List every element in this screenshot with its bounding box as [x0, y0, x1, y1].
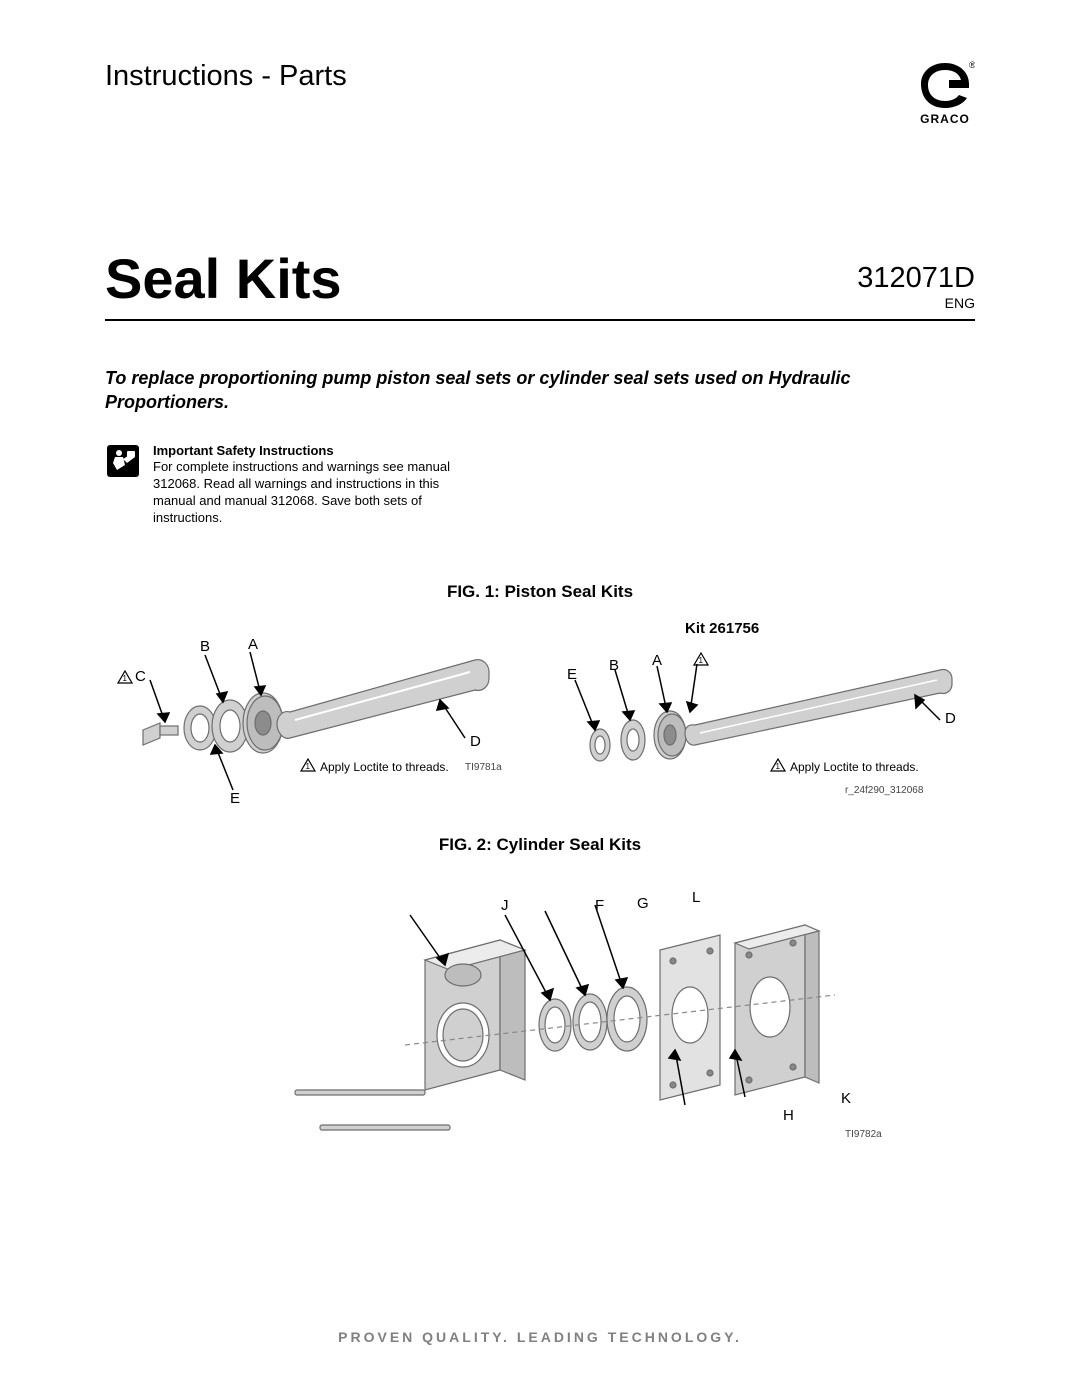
- page-title: Seal Kits: [105, 246, 342, 311]
- fig1r-tag: r_24f290_312068: [845, 785, 923, 796]
- svg-text:1: 1: [776, 762, 781, 771]
- document-language: ENG: [857, 295, 975, 311]
- fig1r-label-e: E: [567, 666, 577, 683]
- safety-body: For complete instructions and warnings s…: [153, 459, 450, 525]
- fig1-right-panel: Kit 261756: [545, 620, 975, 820]
- fig1l-label-c: C: [135, 668, 146, 685]
- fig1r-kit: Kit 261756: [685, 620, 759, 637]
- fig1-row: B A C 1 D E 1 Apply Loctite to threads. …: [105, 620, 975, 820]
- fig1l-label-b: B: [200, 638, 210, 655]
- fig2-label-f: F: [595, 897, 604, 914]
- svg-text:1: 1: [699, 656, 704, 665]
- manual-icon: [105, 443, 141, 479]
- fig2-label-k: K: [841, 1090, 851, 1107]
- fig2-label-l: L: [692, 889, 700, 906]
- fig1r-tri-note: 1: [770, 758, 786, 772]
- fig1r-label-a: A: [652, 652, 662, 669]
- fig1r-tri-top: 1: [693, 652, 709, 666]
- fig2-tag: TI9782a: [845, 1129, 882, 1140]
- safety-block: Important Safety Instructions For comple…: [105, 443, 975, 527]
- document-number: 312071D: [857, 262, 975, 295]
- fig1l-label-a: A: [248, 636, 258, 653]
- fig2-diagram: [105, 875, 975, 1155]
- footer-tagline: PROVEN QUALITY. LEADING TECHNOLOGY.: [0, 1329, 1080, 1345]
- page-subtitle: To replace proportioning pump piston sea…: [105, 366, 975, 415]
- document-type: Instructions - Parts: [105, 60, 347, 93]
- fig1l-tag: TI9781a: [465, 762, 502, 773]
- fig1-left-diagram: [105, 620, 525, 820]
- fig2-caption: FIG. 2: Cylinder Seal Kits: [105, 835, 975, 855]
- fig2-panel: J F G L H K TI9782a: [105, 875, 975, 1155]
- fig1r-label-d: D: [945, 710, 956, 727]
- brand-logo: ® GRACO: [915, 60, 975, 126]
- brand-name: GRACO: [915, 112, 975, 126]
- fig2-label-g: G: [637, 895, 649, 912]
- fig1-left-panel: B A C 1 D E 1 Apply Loctite to threads. …: [105, 620, 525, 820]
- svg-text:1: 1: [123, 674, 128, 683]
- fig2-label-j: J: [501, 897, 509, 914]
- fig1-caption: FIG. 1: Piston Seal Kits: [105, 582, 975, 602]
- fig1l-tri-c: 1: [117, 670, 133, 684]
- safety-heading: Important Safety Instructions: [153, 443, 334, 458]
- fig1l-note: Apply Loctite to threads.: [320, 760, 449, 774]
- svg-text:1: 1: [306, 762, 311, 771]
- fig1l-tri-note: 1: [300, 758, 316, 772]
- registered-mark: ®: [969, 60, 975, 70]
- fig1r-label-b: B: [609, 657, 619, 674]
- fig1l-label-d: D: [470, 733, 481, 750]
- fig2-label-h: H: [783, 1107, 794, 1124]
- fig1r-note: Apply Loctite to threads.: [790, 760, 919, 774]
- graco-logo-icon: ®: [915, 60, 975, 110]
- fig1l-label-e: E: [230, 790, 240, 807]
